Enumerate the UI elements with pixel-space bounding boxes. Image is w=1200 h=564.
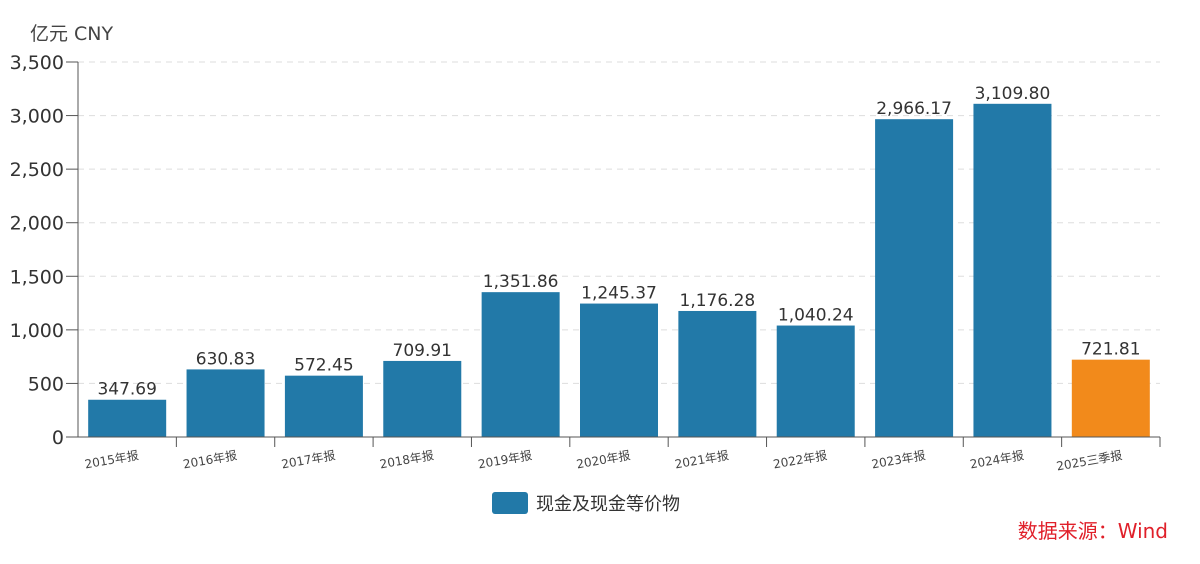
- x-tick-label: 2015年报: [83, 447, 139, 471]
- y-tick-label: 3,000: [10, 106, 64, 128]
- legend-label: 现金及现金等价物: [536, 494, 680, 515]
- y-tick-label: 2,000: [10, 213, 64, 235]
- data-label: 709.91: [393, 341, 452, 361]
- bar: [580, 303, 658, 437]
- x-tick-label: 2020年报: [575, 447, 631, 471]
- bar: [678, 310, 757, 437]
- y-tick-label: 1,500: [10, 266, 64, 288]
- y-tick-label: 500: [28, 373, 64, 395]
- x-tick-label: 2017年报: [280, 447, 336, 471]
- source-note: 数据来源：Wind: [1018, 519, 1168, 543]
- data-label: 1,176.28: [680, 291, 756, 311]
- bar: [776, 325, 855, 437]
- bar: [88, 399, 167, 437]
- x-tick-label: 2024年报: [969, 447, 1025, 471]
- data-label: 572.45: [294, 356, 353, 376]
- y-tick-label: 1,000: [10, 320, 64, 342]
- data-label: 1,245.37: [581, 284, 657, 304]
- legend-swatch: [492, 492, 528, 514]
- x-tick-label: 2022年报: [772, 447, 828, 471]
- x-tick-label: 2021年报: [674, 447, 730, 471]
- y-tick-label: 3,500: [10, 52, 64, 74]
- data-label: 630.83: [196, 349, 255, 369]
- bar: [284, 375, 363, 437]
- y-tick-label: 2,500: [10, 159, 64, 181]
- x-tick-label: 2023年报: [870, 447, 926, 471]
- y-unit-label: 亿元 CNY: [30, 23, 114, 45]
- x-tick-label: 2019年报: [477, 447, 533, 471]
- y-tick-label: 0: [52, 427, 64, 449]
- data-label: 721.81: [1081, 340, 1140, 360]
- data-label: 2,966.17: [876, 99, 952, 119]
- bar: [481, 292, 560, 437]
- legend: 现金及现金等价物: [492, 492, 680, 515]
- bar: [383, 360, 462, 437]
- data-label: 347.69: [97, 380, 156, 400]
- bar: [186, 369, 265, 437]
- x-tick-label: 2025三季报: [1055, 447, 1123, 473]
- data-label: 3,109.80: [975, 84, 1051, 104]
- x-tick-label: 2018年报: [378, 447, 434, 471]
- bar: [875, 119, 954, 437]
- bar: [973, 103, 1052, 438]
- x-tick-label: 2016年报: [182, 447, 238, 471]
- data-label: 1,040.24: [778, 306, 854, 326]
- bar: [1071, 359, 1150, 437]
- data-label: 1,351.86: [483, 272, 559, 292]
